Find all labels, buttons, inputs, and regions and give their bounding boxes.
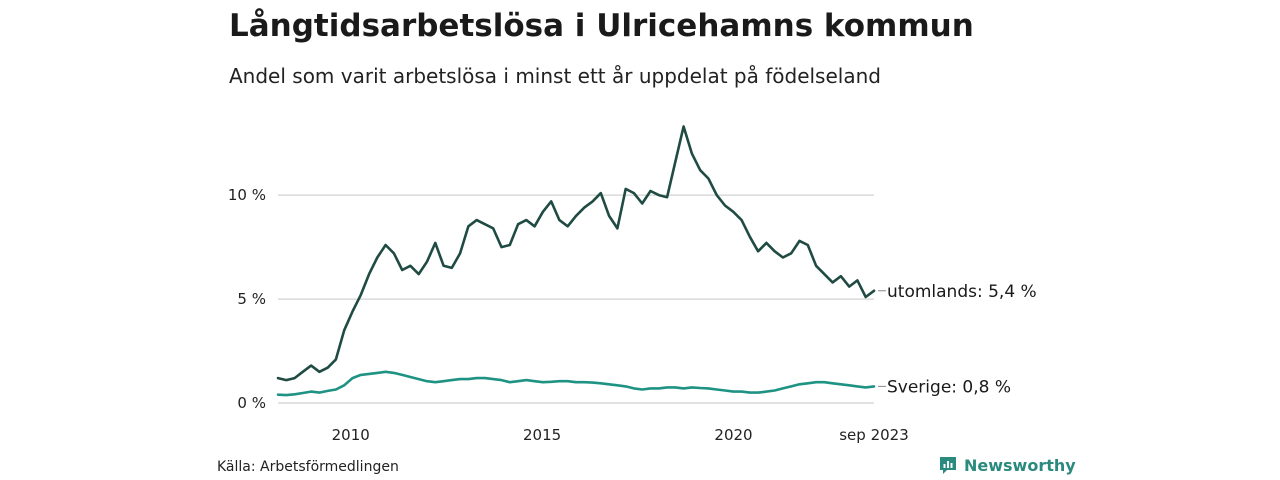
grid-lines <box>278 194 874 404</box>
x-tick-label: sep 2023 <box>839 426 909 444</box>
end-labels: utomlands: 5,4 % Sverige: 0,8 % <box>878 282 1037 397</box>
brand-name: Newsworthy <box>964 455 1076 475</box>
x-tick-label: 2015 <box>523 426 561 444</box>
x-tick-label: 2020 <box>714 426 752 444</box>
y-tick-label: 10 % <box>228 186 266 204</box>
end-label-Sverige: Sverige: 0,8 % <box>887 377 1011 397</box>
series-line-utomlands <box>276 125 876 382</box>
y-tick-label: 5 % <box>237 290 266 308</box>
series-lines <box>276 125 876 397</box>
chart-subtitle: Andel som varit arbetslösa i minst ett å… <box>229 64 881 88</box>
chart-title: Långtidsarbetslösa i Ulricehamns kommun <box>229 8 974 44</box>
brand-logo[interactable]: Newsworthy <box>938 455 1076 475</box>
newsworthy-logo-icon <box>940 457 956 474</box>
end-label-utomlands: utomlands: 5,4 % <box>887 282 1037 302</box>
axis-labels: 0 % 5 % 10 % 2010 2015 2020 sep 2023 <box>228 186 909 444</box>
y-tick-label: 0 % <box>237 394 266 412</box>
series-line-Sverige <box>276 370 876 397</box>
x-tick-label: 2010 <box>332 426 370 444</box>
source-note: Källa: Arbetsförmedlingen <box>217 459 399 475</box>
